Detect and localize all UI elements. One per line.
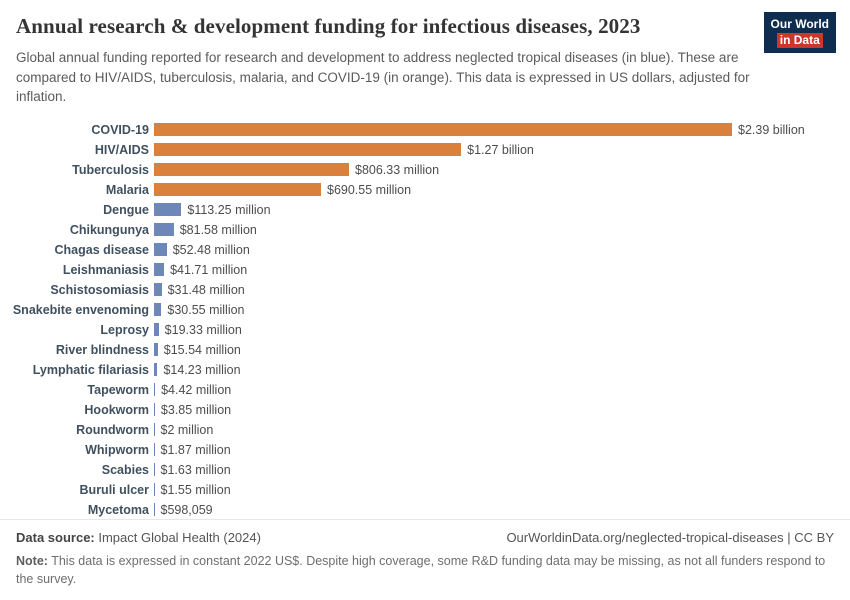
bar[interactable] (154, 243, 167, 257)
bar-row: Scabies $1.63 million (10, 460, 850, 480)
bar[interactable] (154, 403, 155, 417)
bar[interactable] (154, 363, 158, 377)
bar[interactable] (154, 483, 155, 497)
bar-row: Roundworm $2 million (10, 420, 850, 440)
value-label: $4.42 million (161, 382, 232, 397)
bar-row: Mycetoma $598,059 (10, 500, 850, 520)
bar-row: Tapeworm $4.42 million (10, 380, 850, 400)
category-label: Leishmaniasis (62, 262, 149, 277)
bar-row: Snakebite envenoming $30.55 million (10, 300, 850, 320)
bar[interactable] (154, 123, 732, 137)
bar-row: COVID-19 $2.39 billion (10, 120, 850, 140)
category-label: Roundworm (76, 422, 149, 437)
bar[interactable] (154, 503, 155, 517)
category-label: Tapeworm (87, 382, 149, 397)
bar-row: Lymphatic filariasis $14.23 million (10, 360, 850, 380)
bar-row: Hookworm $3.85 million (10, 400, 850, 420)
footnote: Note: This data is expressed in constant… (16, 553, 834, 588)
bar[interactable] (154, 143, 462, 157)
owid-logo[interactable]: Our World in Data (763, 12, 836, 53)
category-label: Dengue (103, 202, 149, 217)
data-source-value: Impact Global Health (2024) (94, 530, 261, 545)
value-label: $1.55 million (160, 482, 231, 497)
value-label: $81.58 million (179, 222, 257, 237)
value-label: $3.85 million (160, 402, 232, 417)
data-source-label: Data source: (16, 530, 95, 545)
category-label: COVID-19 (91, 122, 149, 137)
bar-row: Leprosy $19.33 million (10, 320, 850, 340)
bar[interactable] (154, 223, 174, 237)
category-label: Chikungunya (69, 222, 149, 237)
bar[interactable] (154, 323, 159, 337)
bar-row: Malaria $690.55 million (10, 180, 850, 200)
value-label: $41.71 million (170, 262, 248, 277)
value-label: $806.33 million (355, 162, 440, 177)
value-label: $2.39 billion (738, 122, 805, 137)
value-label: $1.27 billion (467, 142, 534, 157)
category-label: Lymphatic filariasis (32, 362, 149, 377)
category-label: Snakebite envenoming (12, 302, 149, 317)
bar[interactable] (154, 443, 155, 457)
chart-footer: Data source: Impact Global Health (2024)… (0, 519, 850, 600)
category-label: Whipworm (85, 442, 149, 457)
category-label: HIV/AIDS (94, 142, 149, 157)
bar[interactable] (154, 423, 155, 437)
value-label: $31.48 million (167, 282, 245, 297)
value-label: $1.87 million (160, 442, 231, 457)
bar[interactable] (154, 383, 156, 397)
category-label: Mycetoma (87, 502, 149, 517)
bar[interactable] (154, 343, 158, 357)
category-label: Tuberculosis (72, 162, 149, 177)
owid-logo-line1: Our World (770, 17, 829, 31)
page-title: Annual research & development funding fo… (16, 14, 641, 38)
bar-row: Buruli ulcer $1.55 million (10, 480, 850, 500)
bar-row: Chagas disease $52.48 million (10, 240, 850, 260)
footnote-text: This data is expressed in constant 2022 … (16, 554, 826, 586)
value-label: $113.25 million (187, 202, 271, 217)
category-label: River blindness (55, 342, 149, 357)
value-label: $2 million (160, 422, 214, 437)
bar-row: Whipworm $1.87 million (10, 440, 850, 460)
category-label: Chagas disease (54, 242, 150, 257)
bar[interactable] (154, 283, 162, 297)
value-label: $19.33 million (164, 322, 242, 337)
category-label: Hookworm (84, 402, 149, 417)
bar-row: Schistosomiasis $31.48 million (10, 280, 850, 300)
chart-subtitle: Global annual funding reported for resea… (16, 50, 750, 105)
category-label: Scabies (101, 462, 149, 477)
category-label: Malaria (105, 182, 149, 197)
value-label: $690.55 million (327, 182, 412, 197)
category-label: Schistosomiasis (50, 282, 149, 297)
value-label: $14.23 million (163, 362, 241, 377)
data-source: Data source: Impact Global Health (2024) (16, 530, 261, 545)
footnote-label: Note: (16, 554, 48, 568)
owid-logo-line2: in Data (776, 33, 823, 48)
bar-chart: COVID-19 $2.39 billion HIV/AIDS $1.27 billi… (0, 120, 850, 520)
bar[interactable] (154, 263, 165, 277)
bar-row: Chikungunya $81.58 million (10, 220, 850, 240)
bar-row: River blindness $15.54 million (10, 340, 850, 360)
bar-row: Leishmaniasis $41.71 million (10, 260, 850, 280)
bar-row: Dengue $113.25 million (10, 200, 850, 220)
bar[interactable] (154, 203, 182, 217)
bar[interactable] (154, 303, 162, 317)
chart-header: Annual research & development funding fo… (0, 0, 850, 107)
bar[interactable] (154, 183, 321, 197)
value-label: $598,059 (160, 502, 213, 517)
value-label: $15.54 million (163, 342, 241, 357)
bar-row: Tuberculosis $806.33 million (10, 160, 850, 180)
category-label: Buruli ulcer (79, 482, 149, 497)
bar-row: HIV/AIDS $1.27 billion (10, 140, 850, 160)
category-label: Leprosy (100, 322, 149, 337)
owid-url-link[interactable]: OurWorldinData.org/neglected-tropical-di… (506, 530, 834, 545)
bar[interactable] (154, 163, 349, 177)
value-label: $30.55 million (167, 302, 245, 317)
bar[interactable] (154, 463, 155, 477)
value-label: $1.63 million (160, 462, 231, 477)
value-label: $52.48 million (172, 242, 250, 257)
